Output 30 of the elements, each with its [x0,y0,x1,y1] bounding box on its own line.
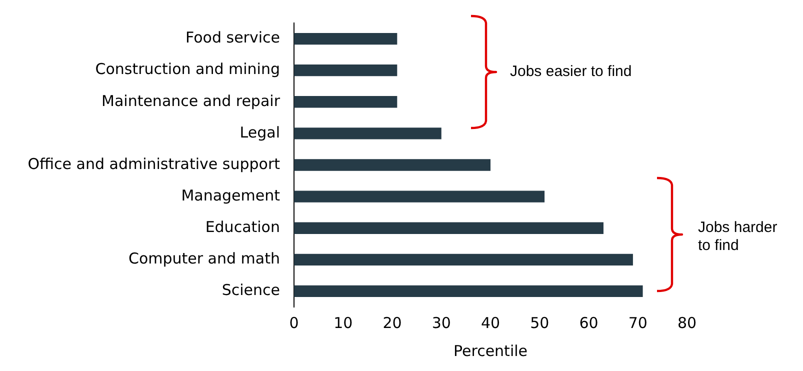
x-tick-label: 0 [289,314,299,332]
bar [294,254,633,266]
bar [294,64,398,76]
y-tick-label: Food service [186,28,280,47]
x-tick-label: 30 [432,314,451,332]
bar [294,128,442,140]
text: Jobs harder to find [698,219,778,255]
annotation: Jobs easier to find [510,63,632,81]
y-tick-label: Science [222,281,280,300]
x-tick-label: 80 [677,314,697,332]
bar [294,96,398,108]
bar [294,159,490,171]
x-tick-label: 70 [628,314,648,332]
x-tick-label: 50 [530,314,550,332]
x-axis-title: Percentile [453,342,528,360]
y-tick-label: Office and administrative support [28,154,280,173]
bar [294,32,398,45]
x-tick-label: 60 [579,314,598,332]
y-tick-label: Education [205,218,280,236]
x-tick-label: 10 [334,314,353,332]
y-tick-label: Construction and mining [95,60,280,78]
y-tick-label: Legal [240,123,280,142]
y-tick-label: Management [181,186,280,204]
bar [294,222,604,234]
bar [294,190,545,202]
bar [294,285,643,298]
y-tick-label: Computer and math [128,250,280,268]
x-tick-label: 40 [480,314,500,332]
y-tick-label: Maintenance and repair [102,92,281,110]
x-tick-label: 20 [382,314,402,332]
